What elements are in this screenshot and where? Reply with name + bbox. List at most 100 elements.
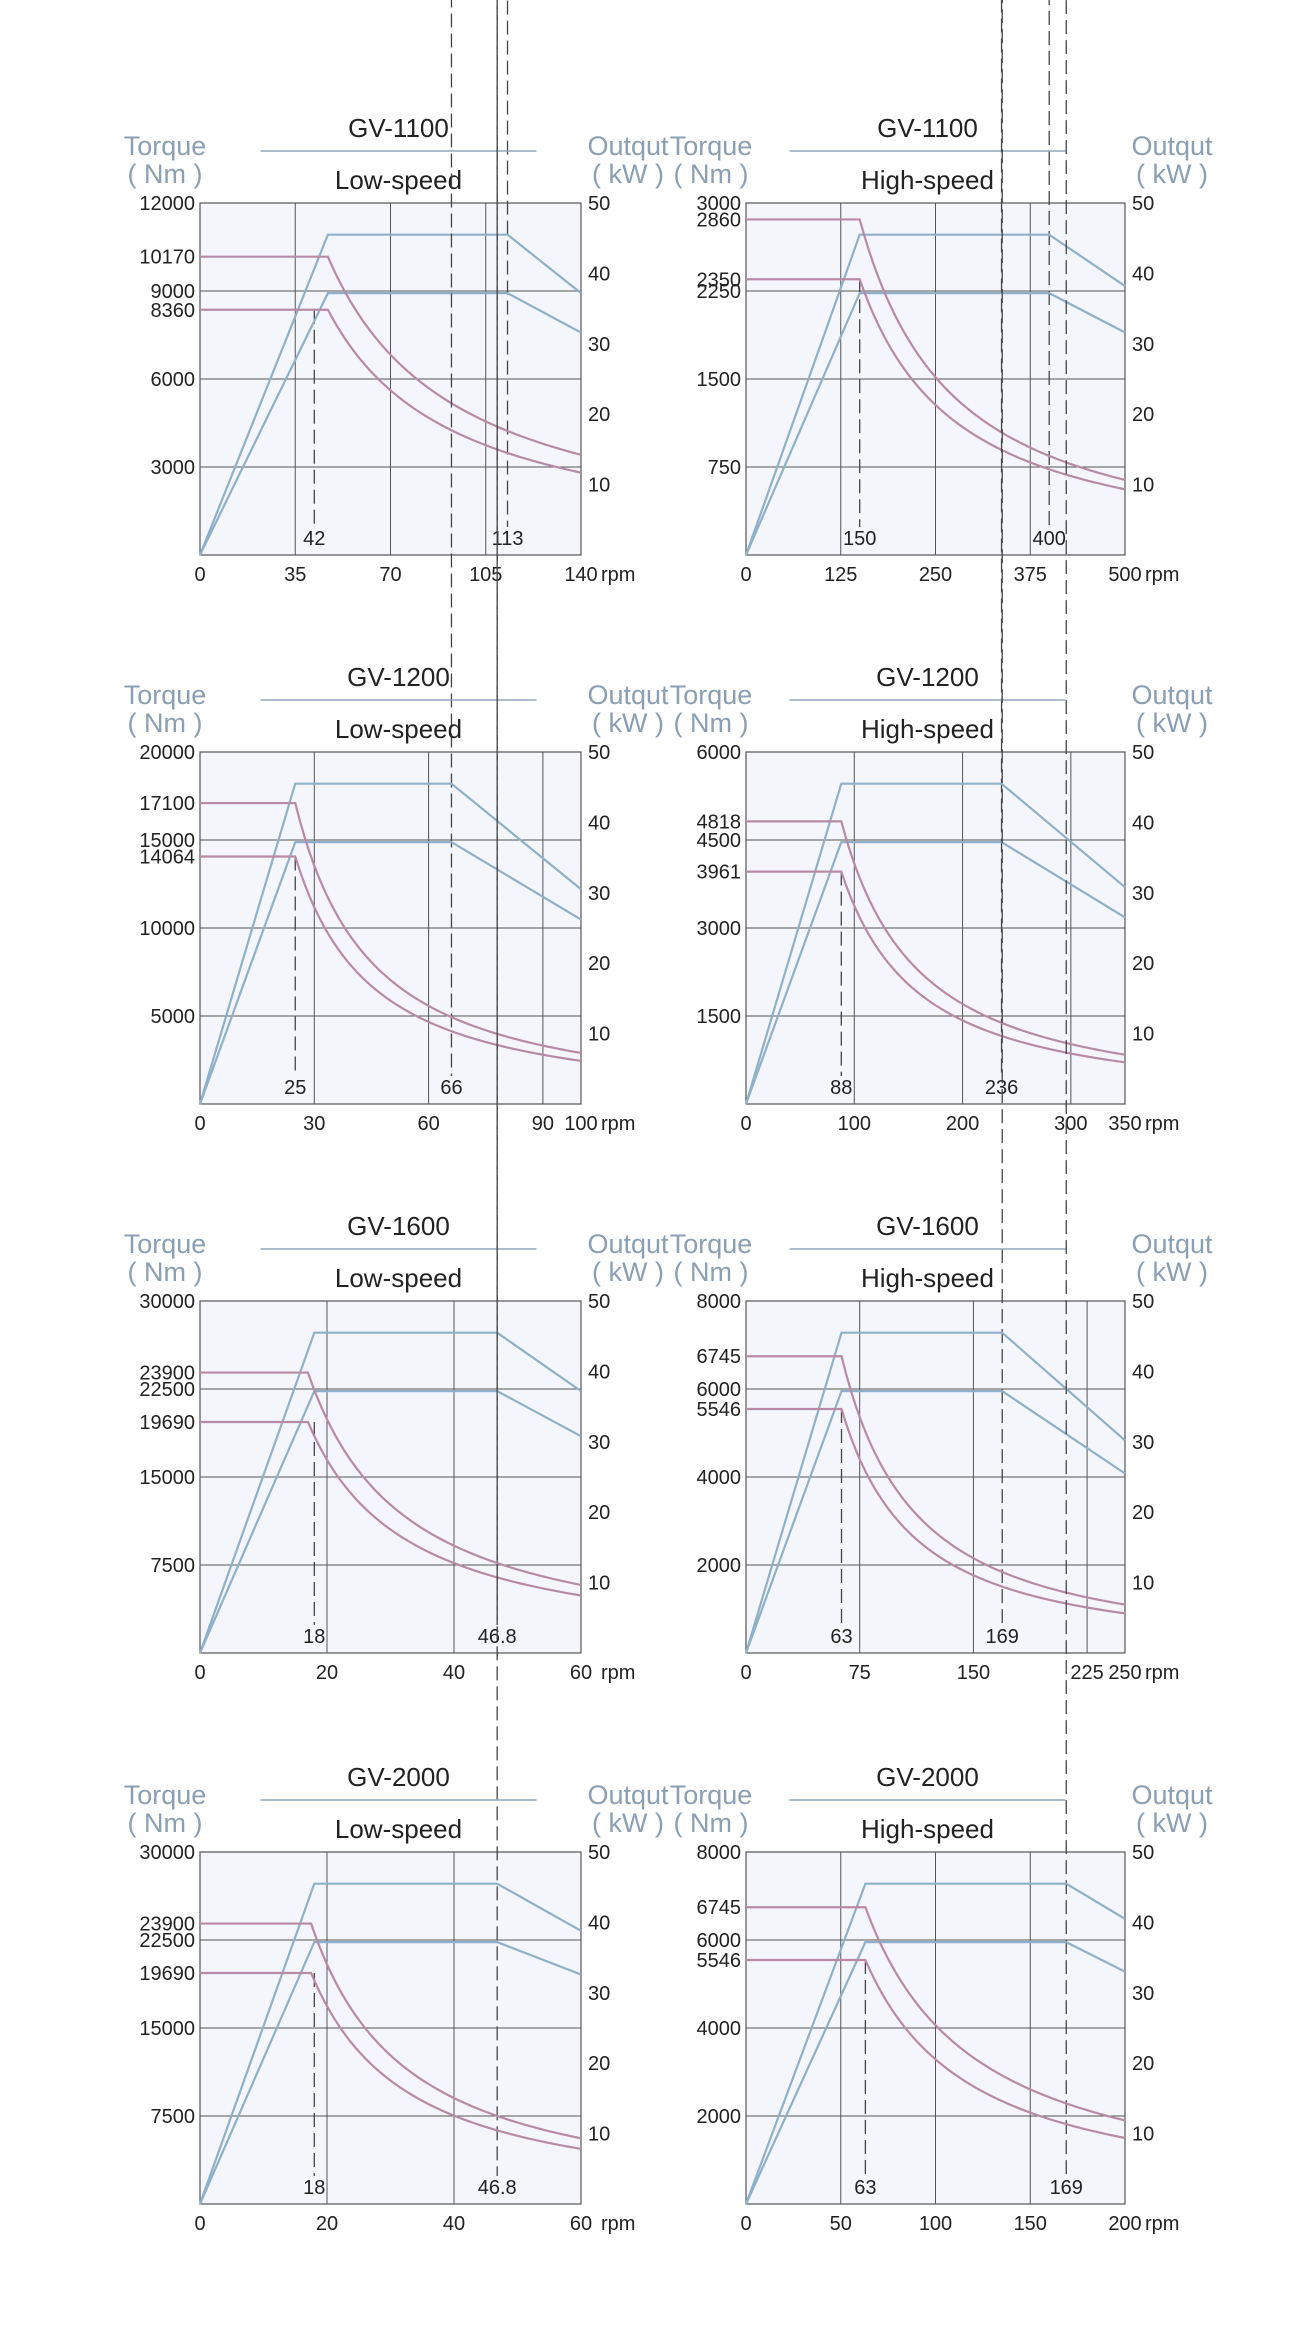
y-axis-label: Torque (124, 131, 207, 161)
y-tick-label: 4000 (697, 2018, 742, 2040)
x-unit-label: rpm (601, 2213, 635, 2235)
y2-tick-label: 30 (588, 1432, 610, 1454)
x-unit-label: rpm (1145, 564, 1179, 586)
x-tick-label: 40 (443, 2213, 465, 2235)
y2-tick-label: 30 (588, 334, 610, 356)
torque-line-1 (746, 1906, 1126, 2122)
y-tick-label: 6000 (697, 1379, 742, 1401)
y-tick-label: 19690 (139, 1963, 195, 1985)
y2-tick-label: 10 (588, 475, 610, 497)
y-axis-unit: ( Nm ) (674, 1808, 749, 1838)
plot-frame (199, 202, 582, 556)
y-tick-label: 2350 (697, 269, 742, 291)
y-axis-unit: ( Nm ) (128, 1808, 203, 1838)
y-tick-label: 22500 (139, 1379, 195, 1401)
y2-tick-label: 30 (1132, 1983, 1154, 2005)
y-tick-label: 1500 (697, 369, 742, 391)
y-axis-unit: ( Nm ) (128, 1257, 203, 1287)
x-tick-label: 0 (740, 1113, 751, 1135)
torque-line-2 (200, 1420, 582, 1597)
max-speed-label: 66 (440, 1077, 462, 1099)
y-axis-label: Torque (670, 131, 753, 161)
y-axis-label: Torque (124, 680, 207, 710)
chart-title: GV-1100 (877, 113, 978, 143)
chart-subtitle: Low-speed (335, 1814, 462, 1844)
y2-tick-label: 20 (1132, 2053, 1154, 2075)
x-unit-label: rpm (1145, 1662, 1179, 1684)
torque-line-2 (746, 1407, 1126, 1615)
y-axis-label: Torque (670, 680, 753, 710)
x-tick-label: 90 (532, 1113, 554, 1135)
y2-axis-label: Outqut (587, 1780, 669, 1810)
x-tick-label: 105 (469, 564, 502, 586)
plot-frame (745, 202, 1126, 556)
y-tick-label: 15000 (139, 2018, 195, 2040)
torque-line-1 (200, 1371, 582, 1587)
x-tick-label: 60 (417, 1113, 439, 1135)
x-unit-label: rpm (1145, 2213, 1179, 2235)
y2-tick-label: 10 (588, 1024, 610, 1046)
y2-tick-label: 10 (1132, 475, 1154, 497)
max-speed-label: 400 (1033, 528, 1066, 550)
x-unit-label: rpm (601, 564, 635, 586)
y2-axis-label: Outqut (1131, 1229, 1213, 1259)
y-tick-label: 15000 (139, 1467, 195, 1489)
power-line-2 (744, 1941, 1126, 2205)
y2-tick-label: 40 (1132, 263, 1154, 285)
y2-tick-label: 40 (588, 263, 610, 285)
y2-tick-label: 50 (588, 193, 610, 215)
y-tick-label: 5546 (697, 1399, 742, 1421)
x-tick-label: 225 (1070, 1662, 1103, 1684)
plot-frame (745, 1300, 1126, 1654)
x-tick-label: 150 (957, 1662, 990, 1684)
x-unit-label: rpm (601, 1662, 635, 1684)
y2-tick-label: 10 (588, 1573, 610, 1595)
y-axis-unit: ( Nm ) (128, 708, 203, 738)
base-speed-label: 18 (303, 1626, 325, 1648)
y2-tick-label: 10 (1132, 1573, 1154, 1595)
power-line-1 (198, 1882, 582, 2205)
y-tick-label: 3961 (697, 862, 742, 884)
power-line-2 (744, 292, 1126, 556)
base-speed-label: 150 (843, 528, 876, 550)
y-tick-label: 14064 (139, 846, 195, 868)
y2-tick-label: 40 (588, 1361, 610, 1383)
power-line-2 (198, 1941, 582, 2205)
y2-axis-label: Outqut (587, 680, 669, 710)
y-tick-label: 20000 (139, 742, 195, 764)
chart-subtitle: High-speed (861, 1263, 994, 1293)
y2-tick-label: 20 (588, 404, 610, 426)
y2-tick-label: 10 (588, 2124, 610, 2146)
chart-title: GV-1200 (347, 662, 450, 692)
x-tick-label: 50 (830, 2213, 852, 2235)
max-speed-label: 236 (985, 1077, 1018, 1099)
base-speed-label: 42 (303, 528, 325, 550)
y2-axis-unit: ( kW ) (592, 1257, 664, 1287)
power-line-2 (198, 1390, 582, 1654)
y-tick-label: 15000 (139, 830, 195, 852)
power-line-1 (744, 233, 1126, 556)
y-tick-label: 8000 (697, 1291, 742, 1313)
x-tick-label: 350 (1108, 1113, 1141, 1135)
torque-line-2 (746, 870, 1126, 1064)
x-tick-label: 75 (849, 1662, 871, 1684)
y-tick-label: 3000 (697, 193, 742, 215)
y-axis-unit: ( Nm ) (674, 1257, 749, 1287)
y2-tick-label: 30 (588, 883, 610, 905)
y2-axis-unit: ( kW ) (1136, 1808, 1208, 1838)
y-tick-label: 7500 (151, 2106, 196, 2128)
y2-tick-label: 40 (588, 1912, 610, 1934)
chart-7: 7500150002250030000196902390010203040500… (124, 0, 669, 2235)
torque-line-2 (200, 308, 582, 474)
y2-tick-label: 20 (1132, 953, 1154, 975)
x-tick-label: 20 (316, 2213, 338, 2235)
max-speed-label: 169 (986, 1626, 1019, 1648)
x-tick-label: 200 (946, 1113, 979, 1135)
y-tick-label: 2860 (697, 209, 742, 231)
y2-axis-label: Outqut (1131, 680, 1213, 710)
y-tick-label: 6000 (151, 369, 196, 391)
y-tick-label: 5546 (697, 1950, 742, 1972)
chart-subtitle: Low-speed (335, 714, 462, 744)
